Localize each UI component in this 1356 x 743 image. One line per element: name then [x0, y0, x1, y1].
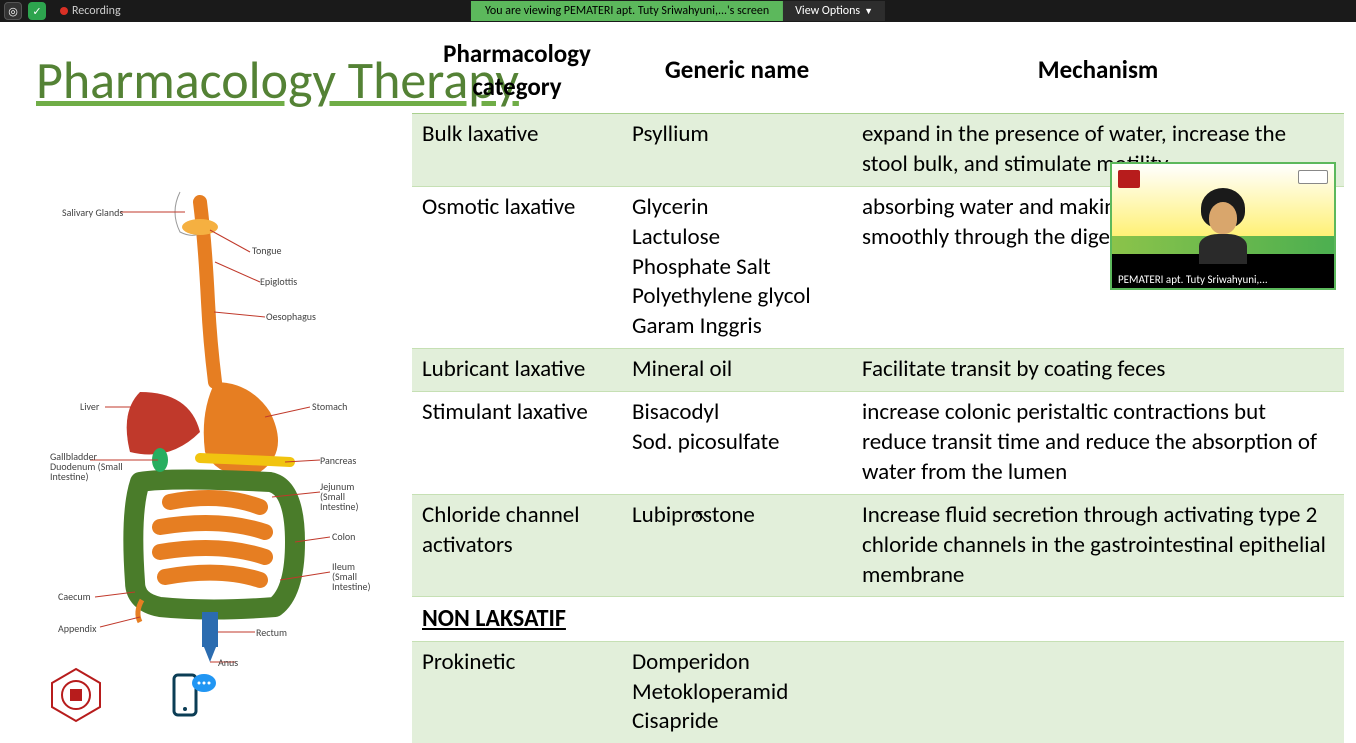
- view-options-button[interactable]: View Options ▼: [783, 1, 885, 21]
- table-cell: BisacodylSod. picosulfate: [622, 392, 852, 495]
- video-caption: PEMATERI apt. Tuty Sriwahyuni,...: [1112, 271, 1334, 288]
- chevron-down-icon: ▼: [864, 6, 873, 17]
- table-cell: Bulk laxative: [412, 114, 622, 187]
- th-category: Pharmacology category: [412, 32, 622, 114]
- share-banner: You are viewing PEMATERI apt. Tuty Sriwa…: [471, 1, 783, 21]
- label-pancreas: Pancreas: [320, 454, 356, 467]
- shield-icon[interactable]: ◎: [4, 2, 22, 20]
- table-row: ProkineticDomperidonMetokloperamidCisapr…: [412, 641, 1344, 743]
- table-row: Chloride channel activatorsLubiprostoneI…: [412, 494, 1344, 597]
- table-cell: DomperidonMetokloperamidCisapride: [622, 641, 852, 743]
- table-cell: Osmotic laxative: [412, 186, 622, 348]
- label-rectum: Rectum: [256, 626, 287, 639]
- record-dot-icon: [60, 7, 68, 15]
- table-cell: [852, 641, 1344, 743]
- table-cell: Lubricant laxative: [412, 349, 622, 392]
- table-cell: increase colonic peristaltic contraction…: [852, 392, 1344, 495]
- table-row: Lubricant laxativeMineral oilFacilitate …: [412, 349, 1344, 392]
- table-cell: Prokinetic: [412, 641, 622, 743]
- table-row: Stimulant laxativeBisacodylSod. picosulf…: [412, 392, 1344, 495]
- table-cell: Lubiprostone: [622, 494, 852, 597]
- table-cell: [852, 597, 1344, 641]
- label-salivary: Salivary Glands: [62, 206, 123, 219]
- check-icon[interactable]: ✓: [28, 2, 46, 20]
- label-oesophagus: Oesophagus: [266, 310, 316, 323]
- table-cell: GlycerinLactulosePhosphate SaltPolyethyl…: [622, 186, 852, 348]
- siap-logo-icon: [1298, 170, 1328, 184]
- topbar-left: ◎ ✓ Recording: [0, 2, 121, 20]
- digestive-diagram: Salivary Glands Tongue Epiglottis Oesoph…: [50, 182, 370, 682]
- label-liver: Liver: [80, 400, 99, 413]
- table-cell: Facilitate transit by coating feces: [852, 349, 1344, 392]
- label-stomach: Stomach: [312, 400, 347, 413]
- pharma-table: Pharmacology category Generic name Mecha…: [412, 32, 1344, 743]
- table-cell: Mineral oil: [622, 349, 852, 392]
- presenter-video-tile[interactable]: PEMATERI apt. Tuty Sriwahyuni,...: [1110, 162, 1336, 290]
- table-cell: Psyllium: [622, 114, 852, 187]
- label-appendix: Appendix: [58, 622, 96, 635]
- label-caecum: Caecum: [58, 590, 91, 603]
- topbar-center: You are viewing PEMATERI apt. Tuty Sriwa…: [471, 0, 885, 22]
- presenter-avatar: [1193, 188, 1253, 262]
- pharma-table-wrap: Pharmacology category Generic name Mecha…: [412, 32, 1344, 743]
- label-tongue: Tongue: [252, 244, 281, 257]
- table-cell: Chloride channel activators: [412, 494, 622, 597]
- table-cell: NON LAKSATIF: [412, 597, 622, 641]
- th-mechanism: Mechanism: [852, 32, 1344, 114]
- table-cell: Stimulant laxative: [412, 392, 622, 495]
- label-epiglottis: Epiglottis: [260, 275, 297, 288]
- table-cell: [622, 597, 852, 641]
- label-colon: Colon: [332, 530, 355, 543]
- zoom-topbar: ◎ ✓ Recording You are viewing PEMATERI a…: [0, 0, 1356, 22]
- table-row: NON LAKSATIF: [412, 597, 1344, 641]
- label-duodenum: Duodenum (Small Intestine): [50, 462, 130, 482]
- recording-indicator: Recording: [60, 4, 121, 18]
- sanofi-logo-icon: [1118, 170, 1140, 188]
- th-generic: Generic name: [622, 32, 852, 114]
- slide-content: Pharmacology Therapy: [0, 22, 1356, 715]
- label-anus: Anus: [218, 656, 238, 669]
- table-cell: Increase fluid secretion through activat…: [852, 494, 1344, 597]
- recording-label: Recording: [72, 4, 121, 18]
- view-options-label: View Options: [795, 4, 860, 18]
- label-ileum: Ileum (Small Intestine): [332, 562, 371, 592]
- label-jejunum: Jejunum (Small Intestine): [320, 482, 370, 512]
